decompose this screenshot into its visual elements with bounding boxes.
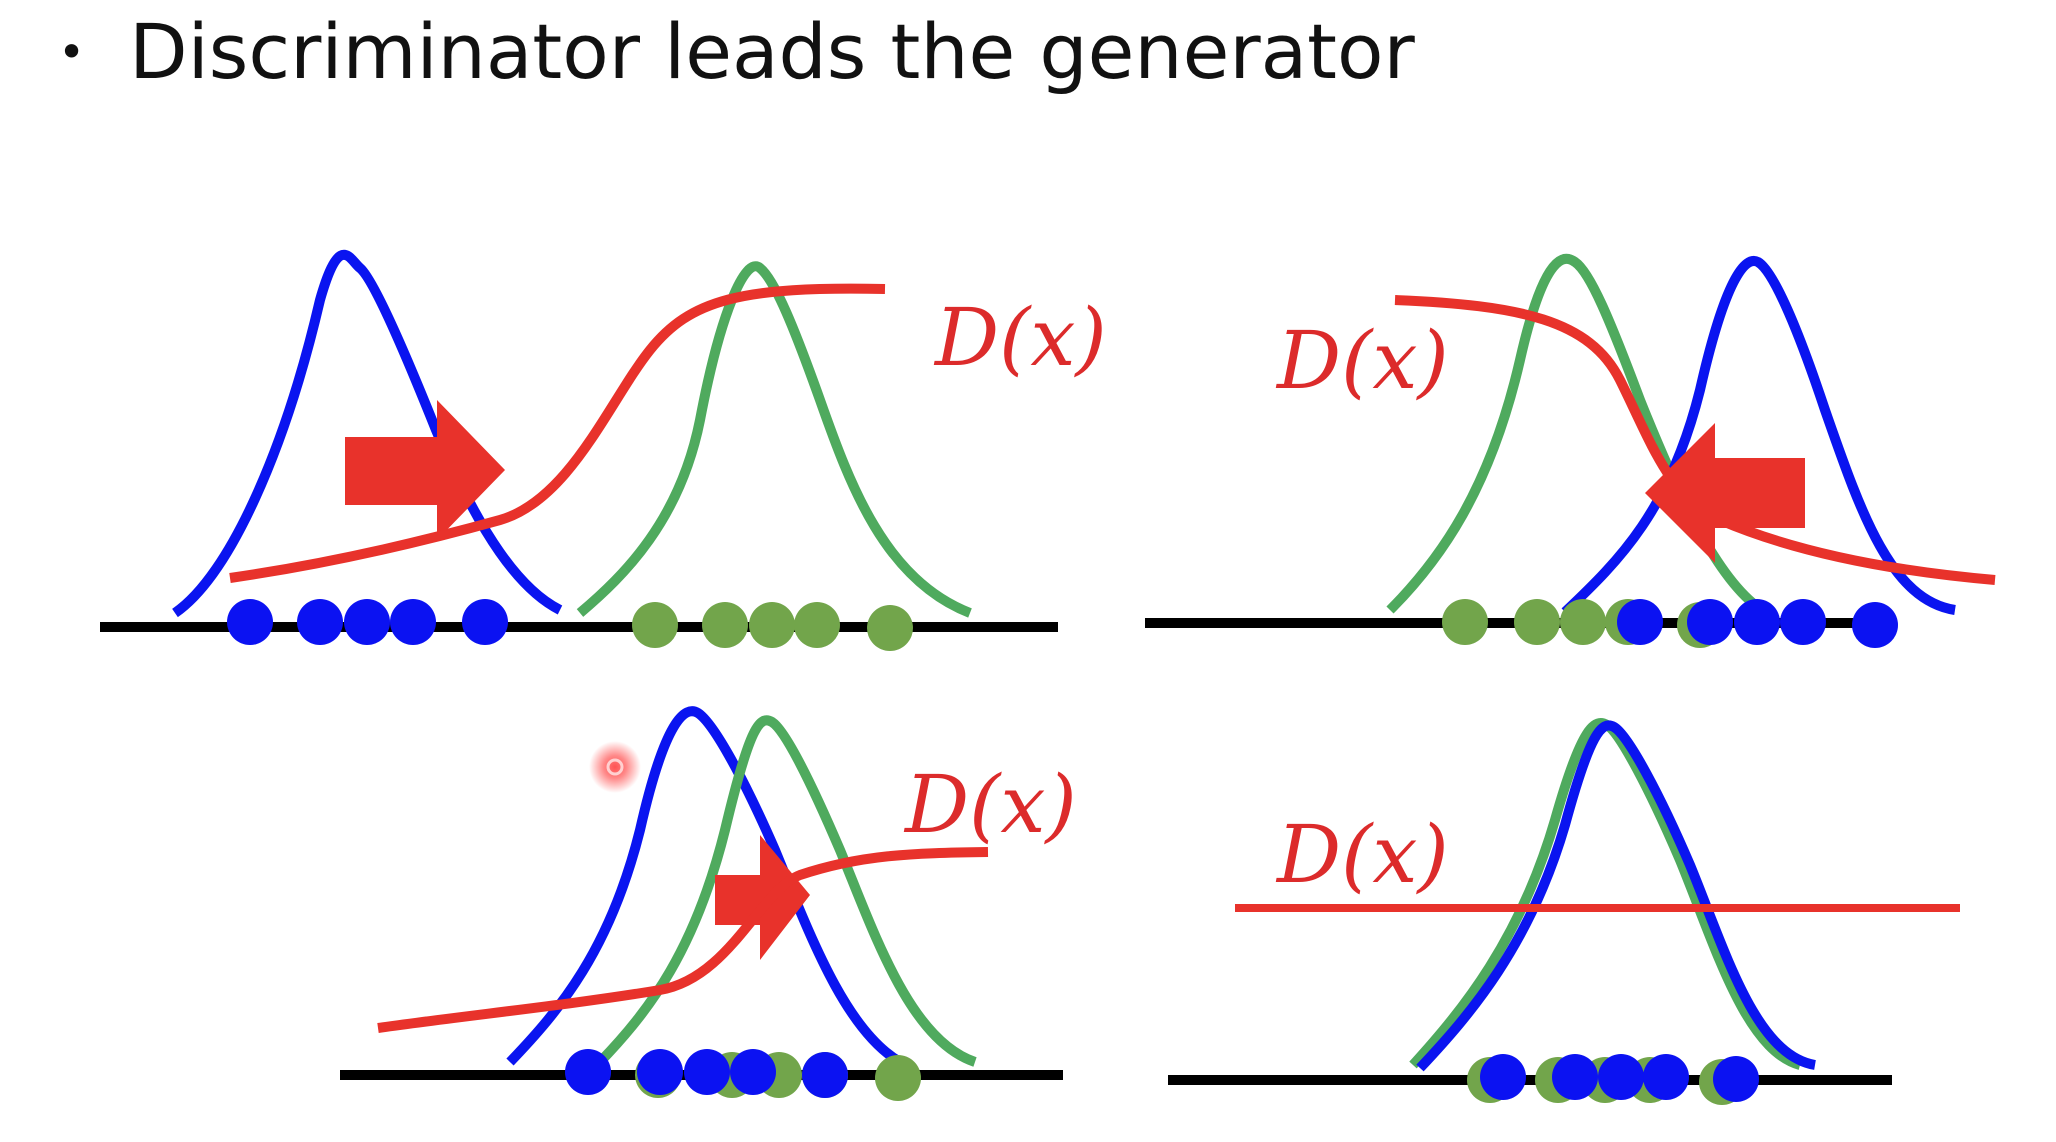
generated-distribution-curve — [172, 249, 563, 618]
generated-point — [1617, 599, 1663, 645]
d-label: D(x) — [1275, 314, 1449, 407]
generated-point — [462, 599, 508, 645]
real-point — [867, 605, 913, 651]
generated-point — [730, 1049, 776, 1095]
real-point — [794, 602, 840, 648]
red-arrow-icon — [715, 835, 810, 960]
panel-top-left: D(x) — [100, 249, 1107, 651]
slide-title-row: • Discriminator leads the generator — [58, 2, 1415, 102]
real-points — [1442, 599, 1723, 648]
real-point — [1560, 599, 1606, 645]
real-point — [1514, 599, 1560, 645]
generated-point — [297, 599, 343, 645]
generated-distribution-curve — [506, 706, 903, 1067]
generated-point — [344, 599, 390, 645]
red-arrow-icon — [345, 400, 505, 540]
generated-point — [1713, 1056, 1759, 1102]
generated-point — [684, 1049, 730, 1095]
generated-point — [802, 1052, 848, 1098]
generated-point — [1598, 1054, 1644, 1100]
generated-point — [1480, 1054, 1526, 1100]
real-point — [702, 602, 748, 648]
d-label: D(x) — [903, 758, 1077, 851]
real-points — [632, 602, 913, 651]
discriminator-curve — [229, 283, 886, 583]
generated-point — [227, 599, 273, 645]
generated-point — [390, 599, 436, 645]
generated-point — [1643, 1054, 1689, 1100]
d-label: D(x) — [1275, 808, 1449, 901]
generated-distribution-curve — [1561, 255, 1956, 616]
generated-point — [565, 1049, 611, 1095]
panel-bottom-left: D(x) — [340, 706, 1077, 1101]
generated-point — [1687, 599, 1733, 645]
laser-pointer-glow — [589, 741, 641, 793]
generated-distribution-curve — [1416, 720, 1817, 1072]
real-distribution-curve — [576, 261, 972, 618]
generated-point — [1780, 599, 1826, 645]
real-distribution-curve — [596, 715, 977, 1067]
generated-points — [1617, 599, 1898, 648]
discriminator-curve — [1394, 295, 1996, 585]
generated-point — [637, 1049, 683, 1095]
bullet-icon: • — [58, 25, 86, 79]
real-point — [749, 602, 795, 648]
generated-points — [1480, 1054, 1759, 1102]
generated-points — [227, 599, 508, 645]
generated-point — [1734, 599, 1780, 645]
generated-point — [1852, 602, 1898, 648]
d-label: D(x) — [933, 291, 1107, 384]
red-arrow-icon — [1645, 423, 1805, 563]
laser-pointer-dot — [606, 758, 624, 776]
real-point — [632, 602, 678, 648]
real-point — [875, 1055, 921, 1101]
real-point — [1442, 599, 1488, 645]
generated-point — [1552, 1054, 1598, 1100]
generated-points — [565, 1049, 848, 1098]
discriminator-curve — [377, 847, 989, 1033]
slide-title: Discriminator leads the generator — [129, 7, 1415, 96]
panel-bottom-right: D(x) — [1168, 718, 1960, 1105]
panel-top-right: D(x) — [1145, 253, 1996, 648]
